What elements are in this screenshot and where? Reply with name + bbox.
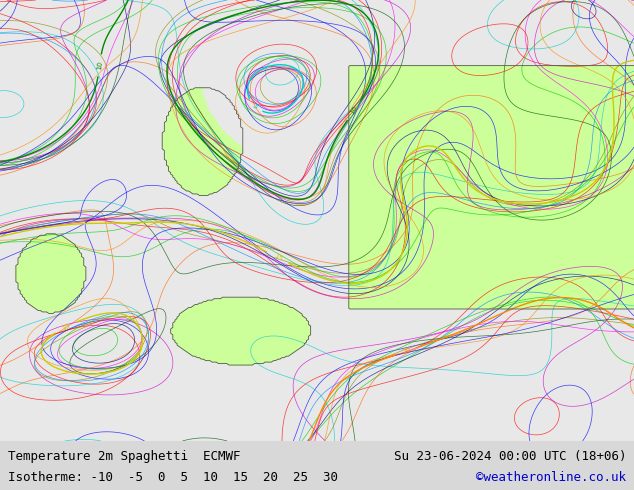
Text: Temperature 2m Spaghetti  ECMWF: Temperature 2m Spaghetti ECMWF xyxy=(8,450,240,463)
Text: ©weatheronline.co.uk: ©weatheronline.co.uk xyxy=(476,470,626,484)
Text: 5: 5 xyxy=(251,102,259,110)
Text: 15: 15 xyxy=(273,253,283,262)
Text: 10: 10 xyxy=(349,105,359,116)
Text: Su 23-06-2024 00:00 UTC (18+06): Su 23-06-2024 00:00 UTC (18+06) xyxy=(394,450,626,463)
Text: 20: 20 xyxy=(402,346,412,355)
Text: 15: 15 xyxy=(60,322,71,332)
Text: Isotherme: -10  -5  0  5  10  15  20  25  30: Isotherme: -10 -5 0 5 10 15 20 25 30 xyxy=(8,470,338,484)
Text: 10: 10 xyxy=(96,61,103,70)
